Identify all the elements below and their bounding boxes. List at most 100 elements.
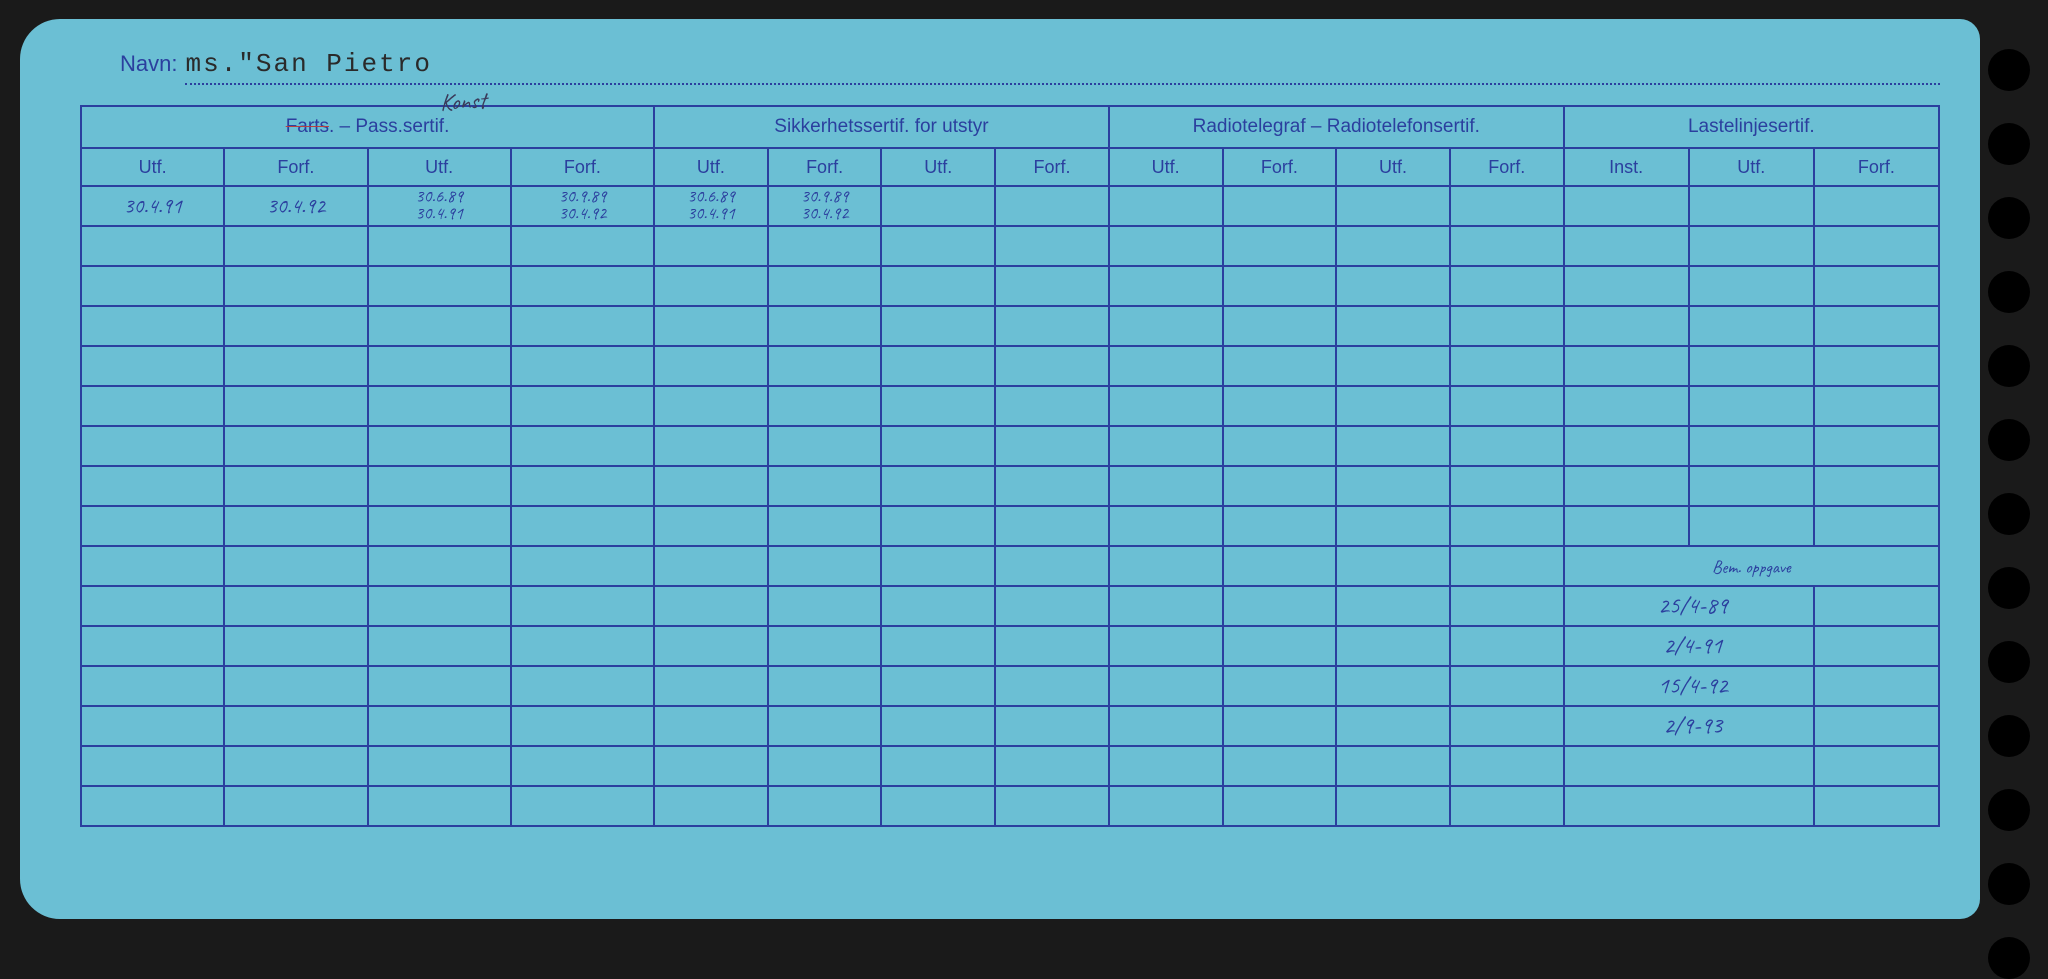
data-cell [881, 346, 995, 386]
data-cell [1814, 666, 1939, 706]
data-cell [81, 306, 224, 346]
col-utf: Utf. [81, 148, 224, 186]
data-cell [1336, 706, 1450, 746]
col-inst: Inst. [1564, 148, 1689, 186]
data-cell [368, 746, 511, 786]
data-cell [1814, 466, 1939, 506]
data-cell [224, 306, 367, 346]
data-cell [511, 506, 654, 546]
data-cell [1109, 386, 1223, 426]
data-cell [1450, 226, 1564, 266]
data-cell [511, 626, 654, 666]
data-cell [224, 546, 367, 586]
data-cell [995, 266, 1109, 306]
data-cell [224, 786, 367, 826]
data-cell [511, 786, 654, 826]
data-cell [881, 186, 995, 226]
struck-text: Farts [286, 116, 329, 137]
group-header-pass: Farts. – Pass.sertif. [81, 106, 654, 148]
data-cell [1689, 466, 1814, 506]
table-row [81, 306, 1939, 346]
data-cell [995, 226, 1109, 266]
data-cell [1109, 426, 1223, 466]
data-cell [1109, 706, 1223, 746]
bem-header: Bem. oppgave [1564, 546, 1939, 586]
data-cell [1689, 266, 1814, 306]
data-cell [1450, 306, 1564, 346]
data-cell [368, 426, 511, 466]
table-row [81, 266, 1939, 306]
data-cell [1564, 226, 1689, 266]
data-cell [1336, 786, 1450, 826]
data-cell [1564, 506, 1689, 546]
data-cell [995, 586, 1109, 626]
data-cell [1336, 506, 1450, 546]
data-cell [654, 466, 768, 506]
data-cell [1336, 586, 1450, 626]
data-cell [654, 626, 768, 666]
data-cell [1336, 666, 1450, 706]
data-cell [768, 546, 882, 586]
data-cell [1689, 426, 1814, 466]
col-forf: Forf. [1450, 148, 1564, 186]
punch-hole [1988, 641, 2030, 683]
data-cell [1109, 306, 1223, 346]
data-cell [1223, 706, 1337, 746]
data-cell [654, 266, 768, 306]
data-cell [81, 466, 224, 506]
data-cell [368, 626, 511, 666]
col-utf: Utf. [881, 148, 995, 186]
data-cell [224, 426, 367, 466]
data-cell [1109, 506, 1223, 546]
data-cell [768, 786, 882, 826]
punch-hole [1988, 715, 2030, 757]
data-cell [368, 586, 511, 626]
handwritten-annotation: Konst [439, 86, 487, 118]
data-cell [368, 466, 511, 506]
data-cell [1814, 186, 1939, 226]
data-cell [768, 386, 882, 426]
data-cell [81, 226, 224, 266]
table-row [81, 786, 1939, 826]
data-cell [1223, 786, 1337, 826]
data-cell: 30.6.8930.4.91 [368, 186, 511, 226]
data-cell: 30.9.8930.4.92 [768, 186, 882, 226]
data-cell [224, 706, 367, 746]
data-cell: 30.4.91 [81, 186, 224, 226]
group-header-lastelinje: Lastelinjesertif. [1564, 106, 1939, 148]
data-cell [224, 266, 367, 306]
data-cell [1450, 786, 1564, 826]
data-cell [995, 186, 1109, 226]
data-cell [1109, 666, 1223, 706]
data-cell [81, 386, 224, 426]
data-cell [224, 586, 367, 626]
data-cell [881, 266, 995, 306]
data-cell [224, 746, 367, 786]
data-cell [1689, 386, 1814, 426]
data-cell [1689, 346, 1814, 386]
data-cell [881, 226, 995, 266]
punch-hole [1988, 197, 2030, 239]
data-cell [1336, 226, 1450, 266]
table-row: 30.4.9130.4.9230.6.8930.4.9130.9.8930.4.… [81, 186, 1939, 226]
data-cell [995, 466, 1109, 506]
data-cell [995, 426, 1109, 466]
data-cell [768, 266, 882, 306]
data-cell [1223, 666, 1337, 706]
data-cell [1814, 626, 1939, 666]
data-cell [1814, 506, 1939, 546]
data-cell [81, 346, 224, 386]
data-cell [1450, 546, 1564, 586]
data-cell [1223, 586, 1337, 626]
col-utf: Utf. [654, 148, 768, 186]
data-cell [654, 386, 768, 426]
data-cell [881, 386, 995, 426]
data-cell [654, 666, 768, 706]
data-cell [1564, 426, 1689, 466]
bem-entry: 15/4-92 [1564, 666, 1814, 706]
data-cell [81, 626, 224, 666]
data-cell [511, 426, 654, 466]
name-value: ms."San Pietro [185, 49, 1940, 85]
data-cell [995, 506, 1109, 546]
data-cell [995, 666, 1109, 706]
